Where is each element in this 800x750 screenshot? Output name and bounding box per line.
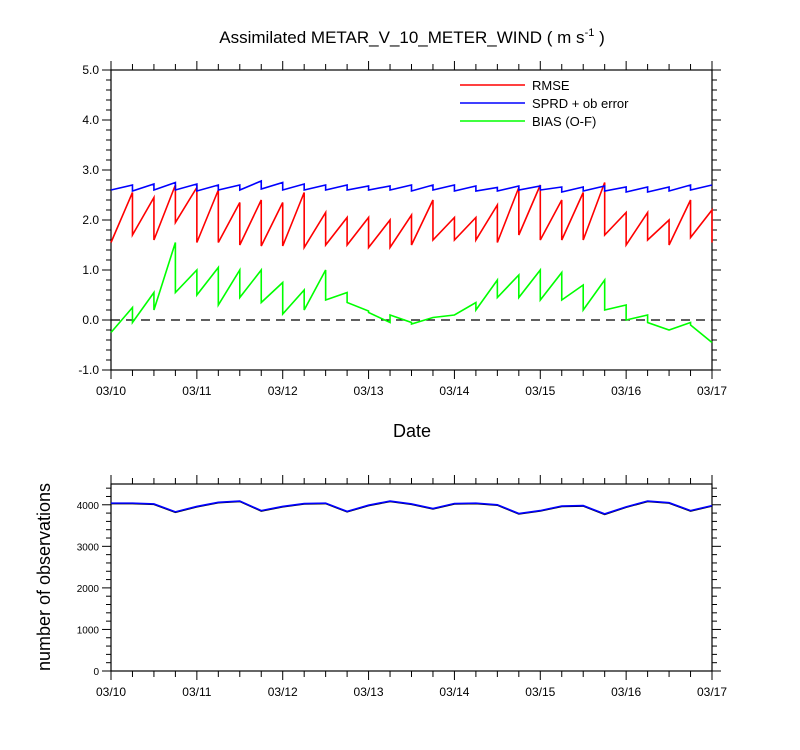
bottom-y-tick-label: 3000 bbox=[77, 542, 100, 553]
top-y-tick-label: 0.0 bbox=[82, 313, 99, 327]
legend: RMSE SPRD + ob error BIAS (O-F) bbox=[460, 78, 629, 129]
chart-title: Assimilated METAR_V_10_METER_WIND ( m s-… bbox=[219, 27, 604, 47]
top-x-tick-label: 03/17 bbox=[697, 384, 727, 398]
legend-label-rmse: RMSE bbox=[532, 78, 570, 93]
top-x-tick-label: 03/12 bbox=[268, 384, 298, 398]
x-axis-title: Date bbox=[393, 421, 431, 441]
bottom-series-observations-possible bbox=[111, 500, 713, 515]
bottom-x-tick-label: 03/15 bbox=[525, 685, 555, 699]
top-x-tick-label: 03/11 bbox=[182, 384, 211, 398]
bottom-x-tick-label: 03/14 bbox=[439, 685, 469, 699]
top-y-tick-label: 3.0 bbox=[82, 163, 99, 177]
top-y-tick-label: 4.0 bbox=[82, 113, 99, 127]
top-series-rmse bbox=[110, 182, 713, 251]
top-x-tick-label: 03/10 bbox=[96, 384, 126, 398]
legend-label-sprd: SPRD + ob error bbox=[532, 96, 629, 111]
bottom-y-tick-label: 4000 bbox=[77, 501, 100, 512]
top-x-tick-label: 03/15 bbox=[525, 384, 555, 398]
bottom-x-tick-label: 03/16 bbox=[611, 685, 641, 699]
bottom-plot-frame bbox=[110, 483, 713, 672]
bottom-x-tick-label: 03/13 bbox=[354, 685, 384, 699]
bottom-y-tick-label: 1000 bbox=[77, 625, 100, 636]
top-panel: 03/10 03/11 03/12 03/13 03/14 03/15 03/16 03/17… bbox=[78, 61, 727, 398]
top-y-tick-label: 1.0 bbox=[82, 263, 99, 277]
top-series-sprd-ob-error bbox=[110, 179, 713, 194]
bottom-x-tick-label: 03/17 bbox=[697, 685, 727, 699]
top-y-tick-label: 5.0 bbox=[82, 63, 99, 77]
bottom-x-tick-label: 03/11 bbox=[182, 685, 211, 699]
top-x-tick-label: 03/13 bbox=[354, 384, 384, 398]
top-y-tick-label: -1.0 bbox=[78, 363, 99, 377]
bottom-panel: 03/10 03/11 03/12 03/13 03/14 03/15 03/16 03/17… bbox=[77, 475, 727, 699]
legend-label-bias: BIAS (O-F) bbox=[532, 114, 596, 129]
top-x-tick-label: 03/14 bbox=[439, 384, 469, 398]
top-series-bias-o-f bbox=[110, 242, 713, 344]
bottom-x-tick-label: 03/10 bbox=[96, 685, 126, 699]
bottom-y-tick-label: 0 bbox=[93, 667, 99, 678]
top-x-tick-label: 03/16 bbox=[611, 384, 641, 398]
bottom-y-axis-title: number of observations bbox=[34, 483, 54, 671]
bottom-x-tick-label: 03/12 bbox=[268, 685, 298, 699]
top-y-tick-label: 2.0 bbox=[82, 213, 99, 227]
bottom-y-tick-label: 2000 bbox=[77, 584, 100, 595]
